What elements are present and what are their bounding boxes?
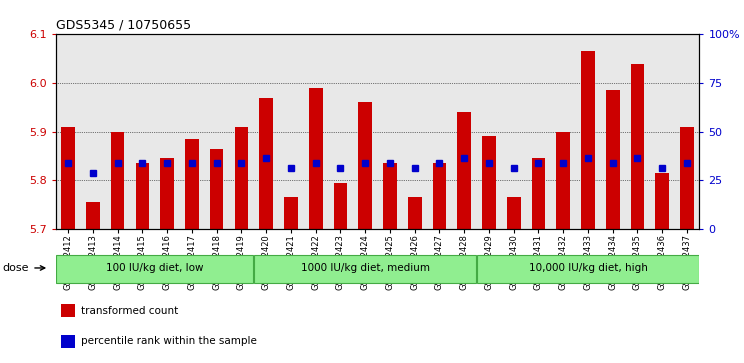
Bar	[260, 98, 273, 229]
FancyBboxPatch shape	[477, 254, 699, 283]
Bar	[383, 163, 397, 229]
Bar	[433, 163, 446, 229]
Bar	[680, 127, 694, 229]
Bar	[606, 90, 620, 229]
Text: 100 IU/kg diet, low: 100 IU/kg diet, low	[106, 263, 204, 273]
Bar	[458, 112, 471, 229]
Bar	[408, 197, 422, 229]
Text: dose: dose	[3, 263, 45, 273]
Bar	[359, 102, 372, 229]
Bar	[135, 163, 150, 229]
Bar	[631, 64, 644, 229]
Text: transformed count: transformed count	[80, 306, 178, 315]
Text: 1000 IU/kg diet, medium: 1000 IU/kg diet, medium	[301, 263, 430, 273]
Bar	[482, 136, 496, 229]
Bar	[284, 197, 298, 229]
Bar	[210, 148, 223, 229]
Bar	[507, 197, 521, 229]
Text: percentile rank within the sample: percentile rank within the sample	[80, 337, 257, 346]
Bar	[86, 202, 100, 229]
Bar	[557, 131, 570, 229]
Text: GDS5345 / 10750655: GDS5345 / 10750655	[56, 19, 191, 32]
Bar	[234, 127, 248, 229]
Bar	[333, 183, 347, 229]
Bar	[655, 173, 669, 229]
Bar	[581, 52, 594, 229]
Bar	[111, 131, 124, 229]
Bar	[61, 304, 75, 317]
Bar	[161, 158, 174, 229]
Bar	[309, 88, 322, 229]
FancyBboxPatch shape	[57, 254, 253, 283]
Text: 10,000 IU/kg diet, high: 10,000 IU/kg diet, high	[528, 263, 647, 273]
FancyBboxPatch shape	[254, 254, 476, 283]
Bar	[185, 139, 199, 229]
Bar	[61, 127, 75, 229]
Bar	[532, 158, 545, 229]
Bar	[61, 335, 75, 348]
